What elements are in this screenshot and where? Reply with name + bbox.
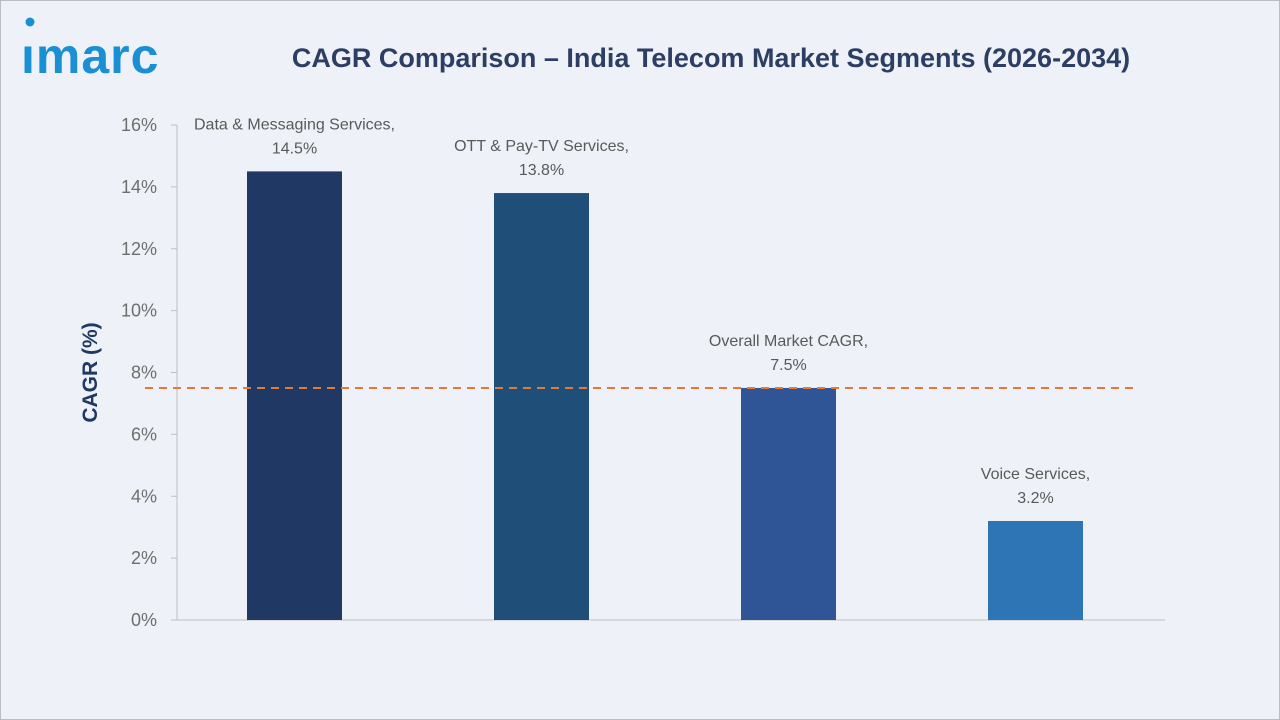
logo-text: ımarc [21, 28, 159, 84]
data-label-value: 13.8% [519, 162, 564, 179]
data-label-category: OTT & Pay-TV Services, [454, 138, 629, 155]
y-tick-label: 6% [131, 424, 157, 444]
y-tick-label: 8% [131, 363, 157, 383]
bar-1 [247, 171, 342, 620]
data-label-category: Voice Services, [981, 466, 1090, 483]
data-label-value: 3.2% [1017, 490, 1053, 507]
y-tick-label: 4% [131, 486, 157, 506]
y-tick-label: 16% [121, 115, 157, 135]
bar-3 [741, 387, 836, 620]
y-tick-label: 0% [131, 610, 157, 630]
imarc-logo: ımarc [21, 17, 159, 84]
data-label-category: Data & Messaging Services, [194, 116, 395, 133]
bar-4 [988, 521, 1083, 620]
data-label-value: 7.5% [770, 357, 806, 374]
y-tick-label: 2% [131, 548, 157, 568]
bar-2 [494, 193, 589, 620]
y-tick-label: 10% [121, 301, 157, 321]
data-label-value: 14.5% [272, 140, 317, 157]
chart-title: CAGR Comparison – India Telecom Market S… [291, 43, 1131, 73]
data-label-category: Overall Market CAGR, [709, 333, 868, 350]
y-tick-label: 14% [121, 177, 157, 197]
y-axis-label: CAGR (%) [79, 322, 102, 422]
y-tick-label: 12% [121, 239, 157, 259]
